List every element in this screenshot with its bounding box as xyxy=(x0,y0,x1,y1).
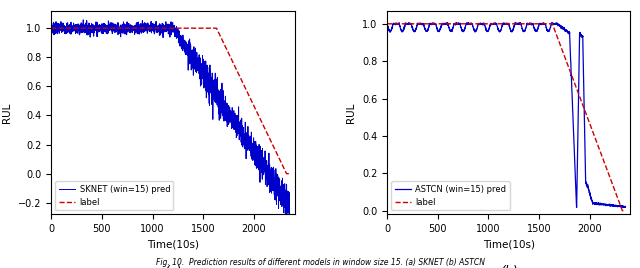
label: (0, 1): (0, 1) xyxy=(47,27,55,30)
label: (632, 1): (632, 1) xyxy=(447,22,455,25)
Y-axis label: RUL: RUL xyxy=(346,102,356,123)
ASTCN (win=15) pred xyxy=(485,28,493,32)
label: (1.37e+03, 1): (1.37e+03, 1) xyxy=(522,22,529,25)
ASTCN (win=15) pred xyxy=(592,202,600,206)
SKNET (win=15) pred xyxy=(149,24,157,28)
label: (2.32e+03, 0): (2.32e+03, 0) xyxy=(283,172,291,175)
label: (1.37e+03, 1): (1.37e+03, 1) xyxy=(186,27,194,30)
Text: (b): (b) xyxy=(500,265,518,268)
Text: Fig. 10.  Prediction results of different models in window size 15. (a) SKNET (b: Fig. 10. Prediction results of different… xyxy=(156,258,484,267)
label: (2.32e+03, 0): (2.32e+03, 0) xyxy=(618,209,626,212)
label: (1e+03, 1): (1e+03, 1) xyxy=(485,22,493,25)
Y-axis label: RUL: RUL xyxy=(3,102,12,123)
SKNET (win=15) pred xyxy=(186,57,194,61)
Legend: SKNET (win=15) pred, label: SKNET (win=15) pred, label xyxy=(56,181,173,210)
Line: label: label xyxy=(387,24,625,211)
label: (1.29e+03, 1): (1.29e+03, 1) xyxy=(179,27,186,30)
ASTCN (win=15) pred xyxy=(515,22,522,25)
ASTCN (win=15) pred xyxy=(447,29,455,33)
SKNET (win=15) pred xyxy=(47,22,55,25)
Line: ASTCN (win=15) pred: ASTCN (win=15) pred xyxy=(387,23,625,207)
ASTCN (win=15) pred xyxy=(383,23,391,26)
label: (0, 1): (0, 1) xyxy=(383,22,391,25)
ASTCN (win=15) pred xyxy=(555,23,563,26)
label: (2.06e+03, 0.378): (2.06e+03, 0.378) xyxy=(592,138,600,142)
ASTCN (win=15) pred xyxy=(620,206,627,209)
label: (2.35e+03, 0): (2.35e+03, 0) xyxy=(621,209,629,212)
SKNET (win=15) pred xyxy=(285,215,293,218)
SKNET (win=15) pred xyxy=(220,114,227,117)
ASTCN (win=15) pred xyxy=(522,27,530,30)
Text: (a): (a) xyxy=(164,265,182,268)
label: (632, 1): (632, 1) xyxy=(111,27,119,30)
SKNET (win=15) pred xyxy=(179,35,186,38)
SKNET (win=15) pred xyxy=(79,18,87,21)
ASTCN (win=15) pred xyxy=(511,21,519,24)
X-axis label: Time(10s): Time(10s) xyxy=(483,240,534,250)
label: (1.7e+03, 0.906): (1.7e+03, 0.906) xyxy=(555,40,563,43)
ASTCN (win=15) pred xyxy=(621,205,629,208)
Line: label: label xyxy=(51,28,289,174)
SKNET (win=15) pred xyxy=(256,163,264,167)
SKNET (win=15) pred xyxy=(285,202,293,205)
Legend: ASTCN (win=15) pred, label: ASTCN (win=15) pred, label xyxy=(391,181,509,210)
X-axis label: Time(10s): Time(10s) xyxy=(147,240,199,250)
label: (2.06e+03, 0.378): (2.06e+03, 0.378) xyxy=(256,117,264,120)
label: (1e+03, 1): (1e+03, 1) xyxy=(149,27,157,30)
label: (1.7e+03, 0.906): (1.7e+03, 0.906) xyxy=(220,40,227,43)
Line: SKNET (win=15) pred: SKNET (win=15) pred xyxy=(51,20,289,217)
label: (2.35e+03, 0): (2.35e+03, 0) xyxy=(285,172,293,175)
label: (1.29e+03, 1): (1.29e+03, 1) xyxy=(514,22,522,25)
SKNET (win=15) pred xyxy=(111,27,119,30)
